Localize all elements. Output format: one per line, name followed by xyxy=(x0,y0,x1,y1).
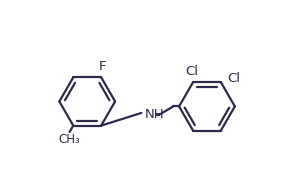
Text: Cl: Cl xyxy=(186,65,199,78)
Text: Cl: Cl xyxy=(228,72,240,85)
Text: CH₃: CH₃ xyxy=(59,133,81,146)
Text: F: F xyxy=(99,60,107,73)
Text: NH: NH xyxy=(145,108,164,121)
